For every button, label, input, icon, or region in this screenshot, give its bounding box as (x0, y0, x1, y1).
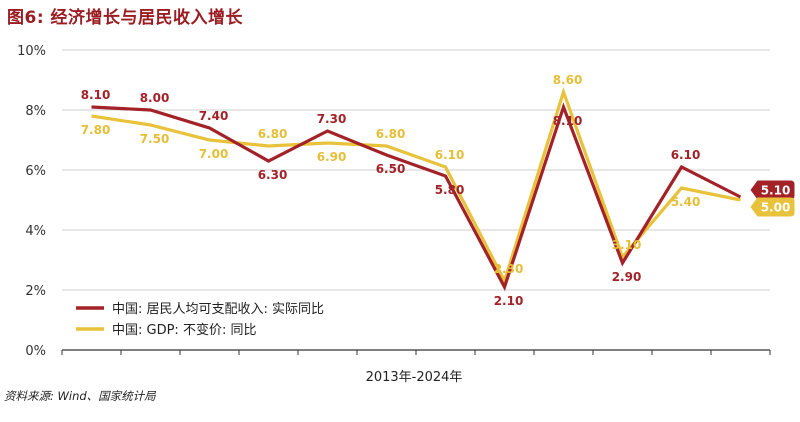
data-label-red: 2.90 (612, 270, 642, 284)
y-axis: 0% 2% 4% 6% 8% 10% (17, 44, 46, 359)
data-label-gold: 5.40 (671, 195, 701, 209)
end-badge-1 (750, 197, 795, 217)
data-label-red: 6.10 (671, 148, 701, 162)
data-label-gold: 8.60 (553, 73, 583, 87)
end-badge-label: 5.10 (761, 184, 791, 198)
data-label-gold: 6.90 (317, 150, 347, 164)
series-line-0 (91, 102, 742, 292)
data-label-gold: 7.00 (199, 147, 229, 161)
end-badges: 5.10 5.00 (750, 180, 795, 217)
end-badge-label: 5.00 (761, 201, 791, 215)
y-tick-label: 4% (25, 224, 46, 239)
x-axis (61, 349, 771, 355)
data-label-gold: 6.80 (258, 127, 288, 141)
y-tick-label: 0% (25, 344, 46, 359)
data-label-red: 5.80 (435, 183, 465, 197)
data-label-red: 8.10 (81, 88, 111, 102)
data-label-red: 6.50 (376, 162, 406, 176)
y-tick-label: 6% (25, 164, 46, 179)
data-label-red: 2.10 (494, 294, 524, 308)
series-lines (91, 86, 742, 292)
data-label-gold: 6.10 (435, 148, 465, 162)
data-label-red: 6.30 (258, 168, 288, 182)
data-label-gold: 7.80 (81, 123, 111, 137)
source-note: 资料来源: Wind、国家统计局 (4, 389, 156, 403)
y-tick-label: 2% (25, 284, 46, 299)
y-tick-label: 10% (17, 44, 46, 59)
data-labels: 8.10 7.80 8.00 7.50 7.40 7.00 6.30 6.80 7.30 6.90… (81, 73, 701, 308)
data-label-gold: 3.10 (612, 238, 642, 252)
data-label-red: 7.30 (317, 112, 347, 126)
legend-label-0: 中国: 居民人均可支配收入: 实际同比 (112, 302, 324, 317)
end-badge-0 (750, 180, 795, 200)
y-tick-label: 8% (25, 104, 46, 119)
grid-lines (62, 49, 770, 291)
data-label-red: 7.40 (199, 109, 229, 123)
legend-label-1: 中国: GDP: 不变价: 同比 (112, 322, 256, 338)
data-label-red: 8.10 (553, 114, 583, 128)
x-axis-label: 2013年-2024年 (366, 370, 463, 385)
data-label-red: 8.00 (140, 91, 170, 105)
chart-title: 图6: 经济增长与居民收入增长 (7, 8, 244, 28)
data-label-gold: 6.80 (376, 127, 406, 141)
data-label-gold: 2.30 (494, 262, 524, 276)
data-label-gold: 7.50 (140, 132, 170, 146)
